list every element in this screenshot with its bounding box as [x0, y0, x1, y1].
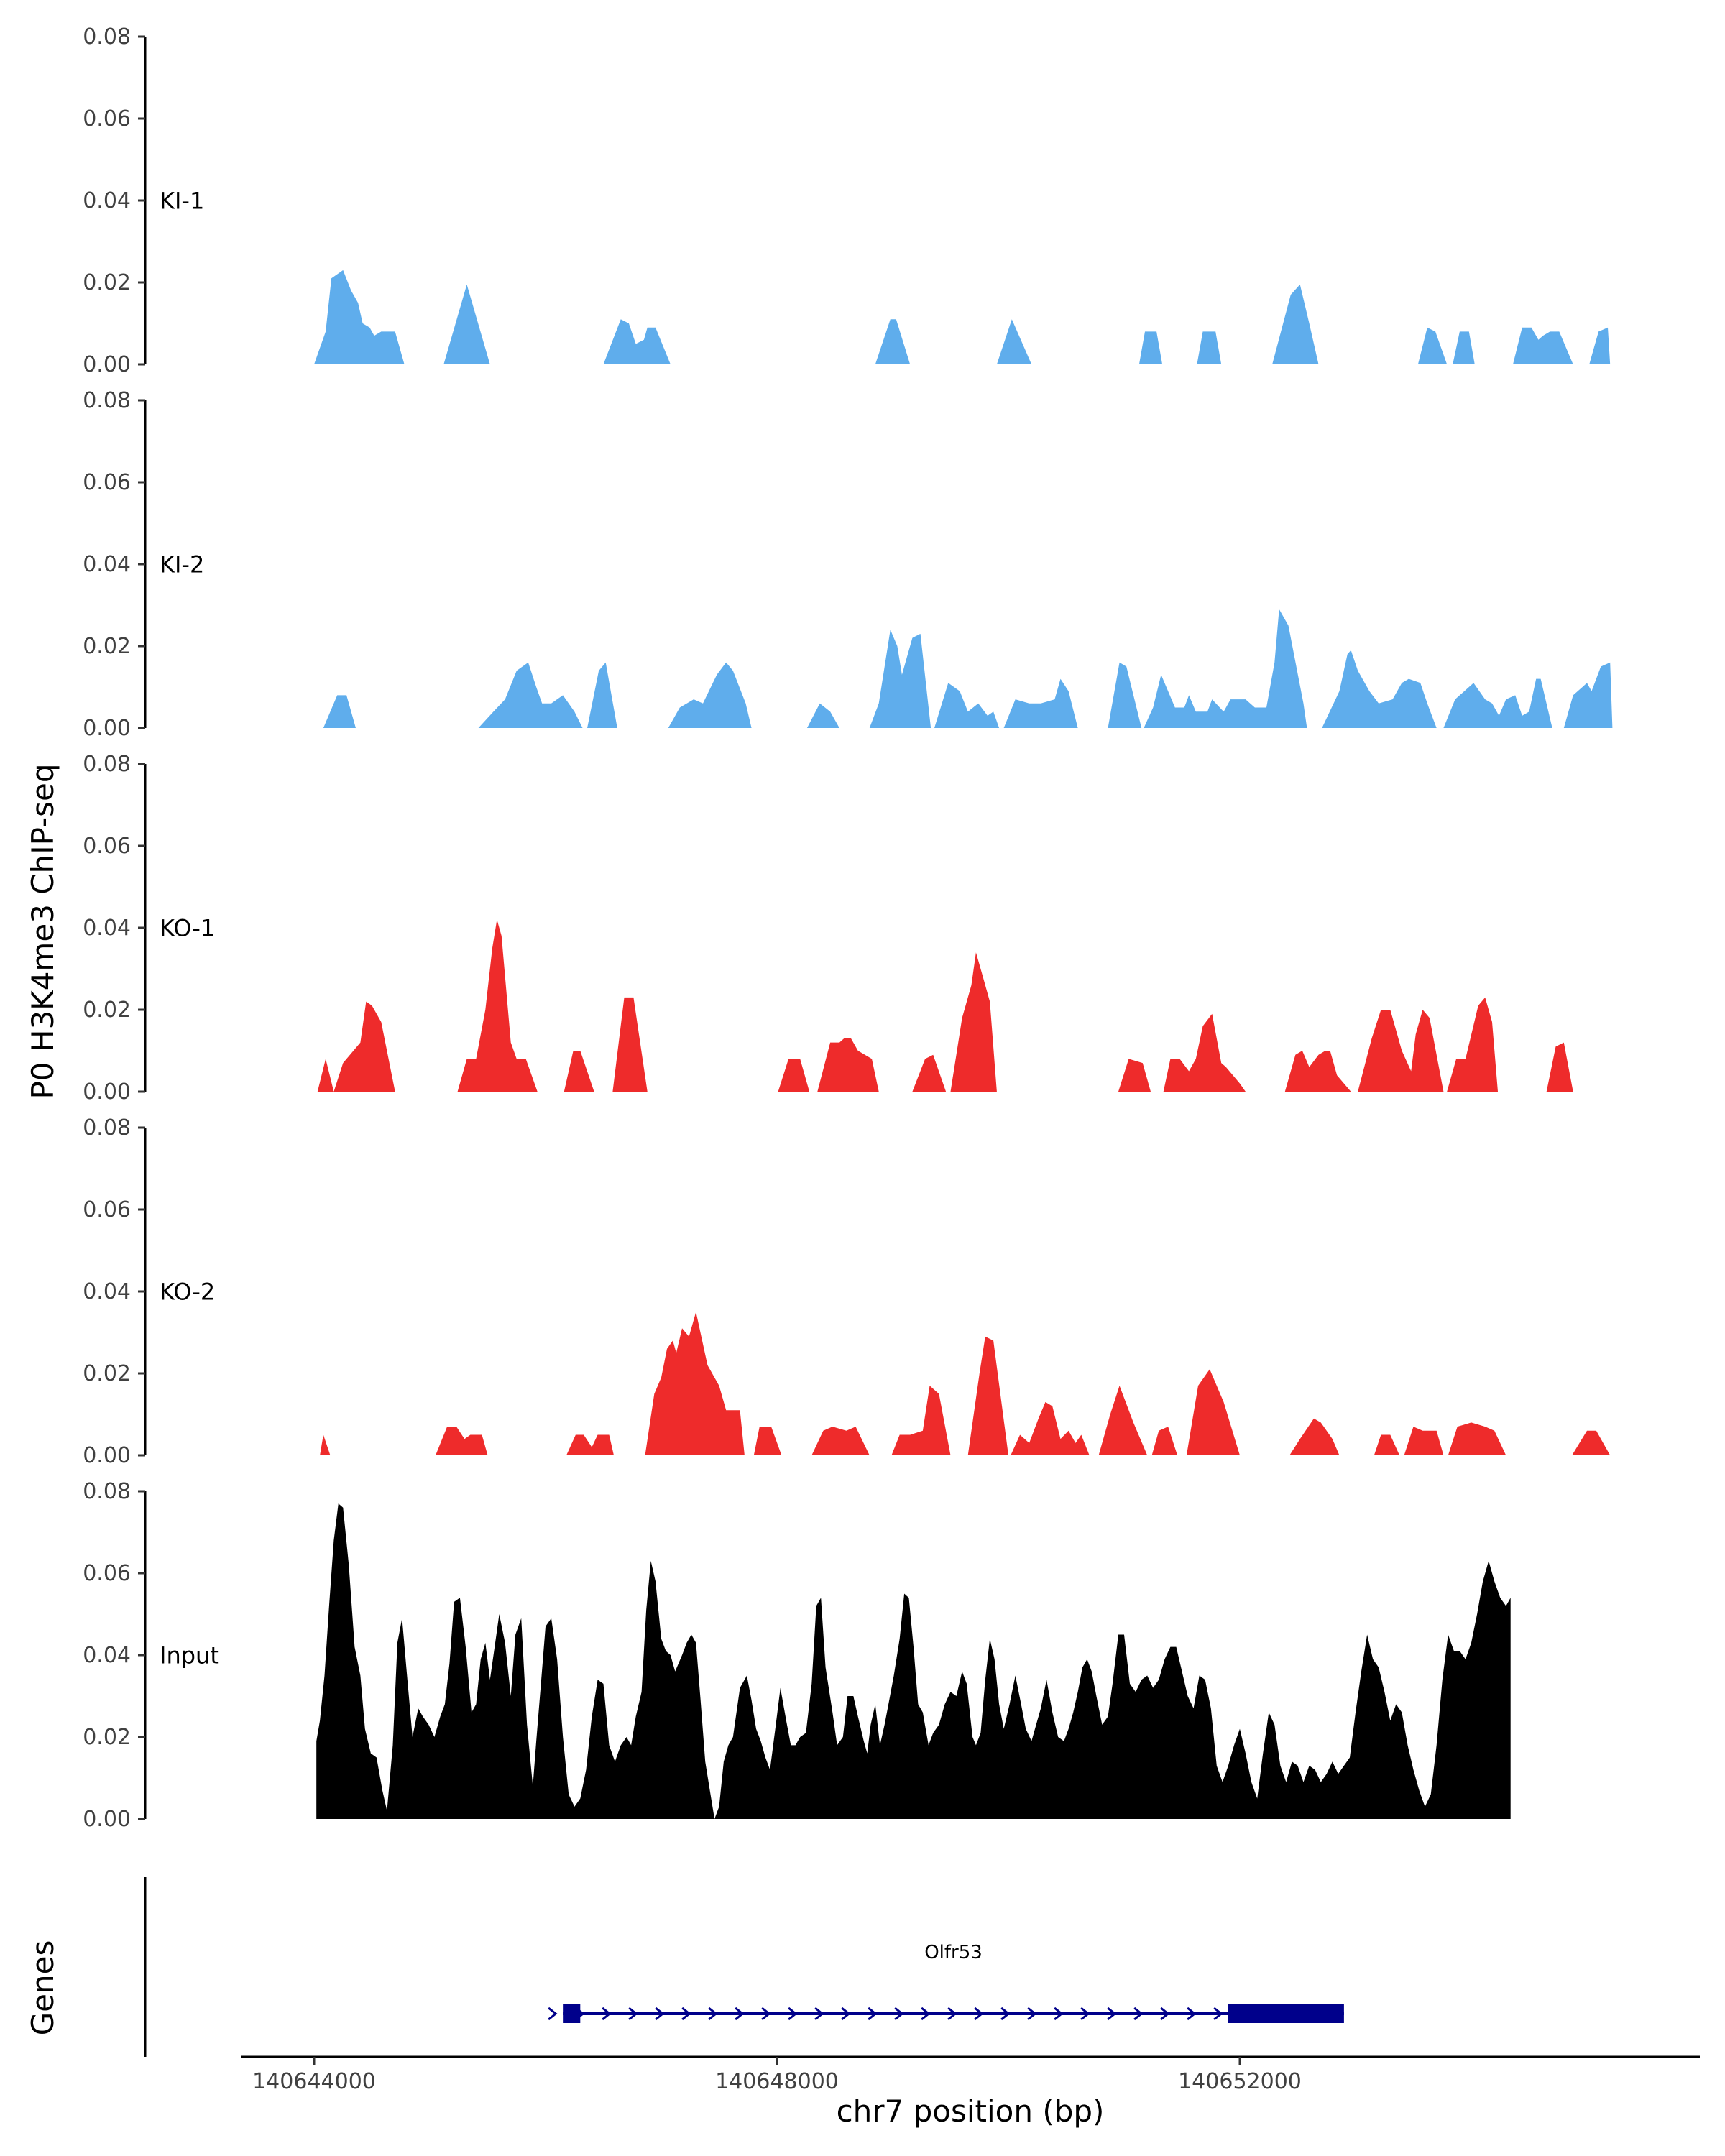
y-tick-label: 0.08 [83, 752, 131, 777]
y-tick-label: 0.00 [83, 1079, 131, 1105]
strand-arrow [841, 2007, 851, 2021]
strand-arrow [947, 2007, 957, 2021]
strand-arrow [548, 2007, 558, 2021]
track-label: KO-1 [160, 914, 215, 941]
strand-arrow [788, 2007, 798, 2021]
y-tick-label: 0.08 [83, 1115, 131, 1141]
y-tick-label: 0.04 [83, 1643, 131, 1668]
y-tick-label: 0.04 [83, 916, 131, 941]
gene-name-label: Olfr53 [924, 1942, 983, 1963]
coverage-area [317, 919, 1605, 1092]
y-tick-label: 0.06 [83, 470, 131, 495]
y-tick-label: 0.06 [83, 1561, 131, 1586]
gene-exon [563, 2004, 581, 2023]
gene-exon [1228, 2004, 1344, 2023]
y-tick-label: 0.08 [83, 388, 131, 413]
x-tick-label: 140644000 [252, 2069, 376, 2094]
strand-arrow [681, 2007, 691, 2021]
y-tick-label: 0.02 [83, 634, 131, 659]
y-tick-label: 0.08 [83, 24, 131, 50]
coverage-tracks: 0.00 0.02 0.04 0.06 0.08 KI-1 0.00 0.02 0.04 0.06… [83, 24, 1613, 1832]
strand-arrow [602, 2007, 612, 2021]
y-tick-label: 0.04 [83, 1279, 131, 1304]
track-ki-2: 0.00 0.02 0.04 0.06 0.08 KI-2 [83, 388, 1613, 741]
strand-arrow [1080, 2007, 1090, 2021]
strand-arrow [1000, 2007, 1011, 2021]
y-tick-label: 0.02 [83, 1361, 131, 1386]
y-tick-label: 0.02 [83, 270, 131, 295]
coverage-area [323, 609, 1613, 728]
x-axis-title: chr7 position (bp) [837, 2093, 1105, 2129]
coverage-area [314, 270, 1611, 364]
strand-arrow [628, 2007, 638, 2021]
strand-arrow [735, 2007, 745, 2021]
y-tick-label: 0.02 [83, 1725, 131, 1750]
strand-arrow [1213, 2007, 1223, 2021]
track-input: 0.00 0.02 0.04 0.06 0.08 Input [83, 1479, 1511, 1832]
track-label: KI-1 [160, 187, 204, 214]
coverage-area [316, 1503, 1511, 1819]
strand-arrow [1187, 2007, 1197, 2021]
track-label: KI-2 [160, 550, 204, 578]
strand-arrow [1133, 2007, 1144, 2021]
strand-arrow [894, 2007, 904, 2021]
x-tick-label: 140648000 [715, 2069, 839, 2094]
y-tick-label: 0.06 [83, 1197, 131, 1222]
strand-arrow [921, 2007, 931, 2021]
track-ki-1: 0.00 0.02 0.04 0.06 0.08 KI-1 [83, 24, 1611, 377]
strand-arrow [1027, 2007, 1037, 2021]
strand-arrow [1054, 2007, 1064, 2021]
strand-arrow [814, 2007, 824, 2021]
track-label: KO-2 [160, 1278, 215, 1305]
x-tick-label: 140652000 [1178, 2069, 1302, 2094]
y-tick-label: 0.04 [83, 188, 131, 213]
y-tick-label: 0.04 [83, 552, 131, 577]
y-tick-label: 0.06 [83, 106, 131, 132]
track-ko-1: 0.00 0.02 0.04 0.06 0.08 KO-1 [83, 752, 1605, 1105]
y-tick-label: 0.00 [83, 1807, 131, 1832]
genes-axis-title: Genes [25, 1940, 60, 2036]
y-axis-title: P0 H3K4me3 ChIP-seq [25, 763, 60, 1099]
y-tick-label: 0.06 [83, 834, 131, 859]
y-tick-label: 0.02 [83, 998, 131, 1023]
gene-track: Olfr53 [144, 1877, 1344, 2057]
coverage-area [320, 1312, 1611, 1455]
y-tick-label: 0.00 [83, 352, 131, 377]
x-axis: 140644000 140648000 140652000 [241, 2055, 1700, 2094]
strand-arrow [868, 2007, 878, 2021]
strand-arrow [1160, 2007, 1170, 2021]
track-label: Input [160, 1641, 219, 1669]
strand-arrow [761, 2007, 771, 2021]
track-ko-2: 0.00 0.02 0.04 0.06 0.08 KO-2 [83, 1115, 1611, 1468]
y-tick-label: 0.08 [83, 1479, 131, 1504]
strand-arrow [708, 2007, 718, 2021]
strand-arrow [974, 2007, 984, 2021]
strand-arrow [655, 2007, 665, 2021]
strand-arrow [1107, 2007, 1117, 2021]
y-tick-label: 0.00 [83, 716, 131, 741]
y-tick-label: 0.00 [83, 1443, 131, 1468]
